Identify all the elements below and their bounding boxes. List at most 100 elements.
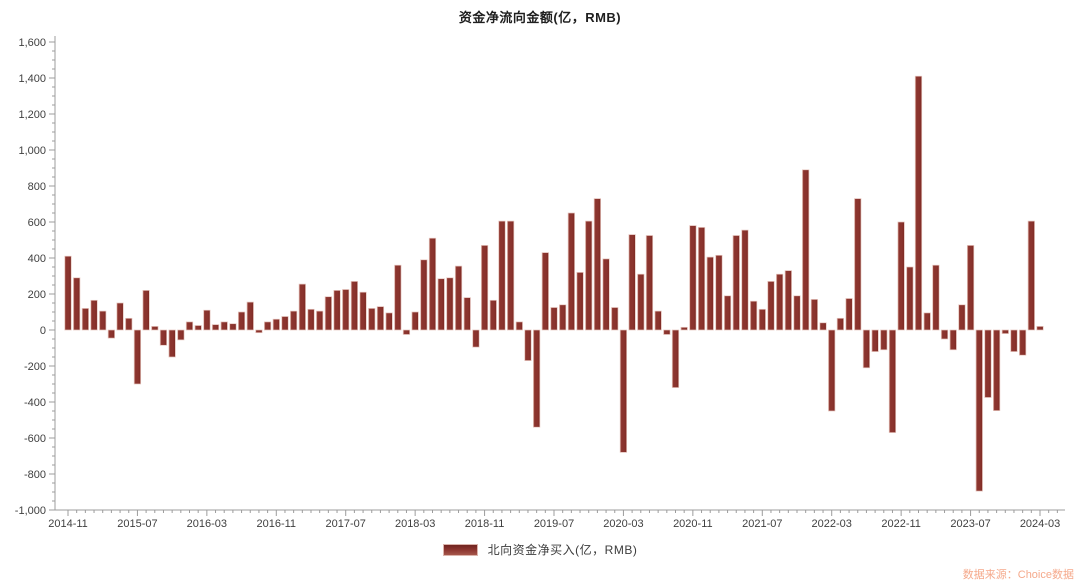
chart-bar[interactable]	[793, 295, 801, 331]
chart-bar[interactable]	[880, 329, 888, 351]
chart-bar[interactable]	[220, 321, 228, 331]
chart-bar[interactable]	[845, 298, 853, 331]
chart-bar[interactable]	[185, 321, 194, 331]
chart-bar[interactable]	[385, 312, 393, 331]
chart-bar[interactable]	[559, 304, 567, 331]
chart-bar[interactable]	[428, 237, 437, 331]
chart-bar[interactable]	[454, 265, 463, 331]
chart-bar[interactable]	[394, 264, 402, 331]
chart-bar[interactable]	[593, 198, 601, 331]
chart-bar[interactable]	[159, 329, 168, 346]
chart-bar[interactable]	[975, 329, 983, 492]
chart-bar[interactable]	[507, 220, 515, 331]
chart-bar[interactable]	[541, 252, 549, 331]
chart-bar[interactable]	[533, 329, 541, 428]
chart-bar[interactable]	[758, 308, 766, 331]
chart-bar[interactable]	[776, 273, 784, 331]
chart-bar[interactable]	[984, 329, 992, 398]
legend-swatch[interactable]	[442, 543, 478, 556]
chart-bar[interactable]	[177, 329, 185, 341]
legend-label[interactable]: 北向资金净买入(亿，RMB)	[487, 543, 638, 557]
chart-bar[interactable]	[333, 290, 341, 331]
chart-bar[interactable]	[567, 212, 575, 331]
chart-bar[interactable]	[706, 256, 714, 331]
chart-bar[interactable]	[272, 318, 280, 331]
chart-bar[interactable]	[940, 329, 949, 340]
chart-bar[interactable]	[1027, 220, 1035, 331]
chart-bar[interactable]	[246, 301, 254, 331]
chart-bar[interactable]	[663, 329, 671, 335]
chart-bar[interactable]	[90, 299, 98, 331]
chart-bar[interactable]	[281, 316, 289, 331]
chart-bar[interactable]	[767, 281, 775, 331]
chart-bar[interactable]	[949, 329, 957, 351]
chart-bar[interactable]	[203, 309, 211, 331]
chart-bar[interactable]	[680, 326, 688, 331]
chart-bar[interactable]	[437, 278, 445, 331]
chart-bar[interactable]	[316, 310, 324, 331]
chart-bar[interactable]	[645, 235, 654, 331]
chart-bar[interactable]	[619, 329, 628, 453]
chart-bar[interactable]	[802, 169, 810, 331]
chart-bar[interactable]	[637, 273, 645, 331]
chart-bar[interactable]	[585, 220, 593, 331]
chart-bar[interactable]	[498, 220, 506, 331]
chart-bar[interactable]	[264, 321, 272, 331]
chart-bar[interactable]	[1010, 329, 1018, 352]
chart-bar[interactable]	[480, 245, 489, 331]
chart-bar[interactable]	[611, 307, 619, 331]
chart-bar[interactable]	[211, 324, 220, 331]
chart-bar[interactable]	[689, 225, 697, 331]
chart-bar[interactable]	[836, 317, 844, 331]
chart-bar[interactable]	[1036, 326, 1044, 331]
chart-bar[interactable]	[298, 283, 306, 331]
chart-bar[interactable]	[73, 277, 81, 331]
chart-bar[interactable]	[237, 311, 246, 331]
chart-bar[interactable]	[472, 329, 480, 348]
chart-bar[interactable]	[715, 254, 723, 331]
chart-bar[interactable]	[958, 304, 966, 331]
chart-bar[interactable]	[697, 227, 706, 331]
chart-bar[interactable]	[602, 258, 610, 331]
chart-bar[interactable]	[1019, 329, 1027, 356]
chart-bar[interactable]	[229, 323, 237, 331]
chart-bar[interactable]	[168, 329, 176, 358]
chart-bar[interactable]	[307, 308, 315, 331]
chart-bar[interactable]	[854, 198, 862, 331]
chart-bar[interactable]	[906, 266, 914, 331]
chart-bar[interactable]	[1001, 329, 1009, 334]
chart-bar[interactable]	[897, 221, 905, 331]
chart-bar[interactable]	[376, 306, 385, 331]
chart-bar[interactable]	[324, 296, 332, 331]
chart-bar[interactable]	[342, 289, 350, 331]
chart-bar[interactable]	[966, 245, 975, 331]
chart-bar[interactable]	[628, 234, 636, 331]
chart-bar[interactable]	[489, 299, 497, 331]
chart-bar[interactable]	[125, 317, 133, 331]
chart-bar[interactable]	[402, 329, 411, 335]
chart-bar[interactable]	[81, 308, 89, 331]
chart-bar[interactable]	[819, 322, 827, 331]
chart-bar[interactable]	[368, 308, 376, 331]
chart-bar[interactable]	[810, 299, 818, 331]
chart-bar[interactable]	[524, 329, 532, 361]
chart-bar[interactable]	[750, 300, 758, 331]
chart-bar[interactable]	[64, 255, 72, 331]
chart-bar[interactable]	[654, 310, 662, 331]
chart-bar[interactable]	[446, 277, 454, 331]
chart-bar[interactable]	[914, 75, 923, 331]
chart-bar[interactable]	[359, 291, 367, 331]
chart-bar[interactable]	[993, 329, 1001, 411]
chart-bar[interactable]	[741, 229, 749, 331]
chart-bar[interactable]	[784, 270, 792, 331]
chart-bar[interactable]	[255, 329, 263, 334]
chart-bar[interactable]	[828, 329, 836, 412]
chart-bar[interactable]	[463, 297, 471, 331]
chart-bar[interactable]	[142, 290, 150, 331]
chart-bar[interactable]	[99, 310, 107, 331]
chart-bar[interactable]	[420, 259, 428, 331]
chart-bar[interactable]	[932, 264, 940, 331]
chart-bar[interactable]	[151, 326, 159, 331]
chart-bar[interactable]	[350, 281, 358, 331]
chart-bar[interactable]	[194, 325, 202, 331]
